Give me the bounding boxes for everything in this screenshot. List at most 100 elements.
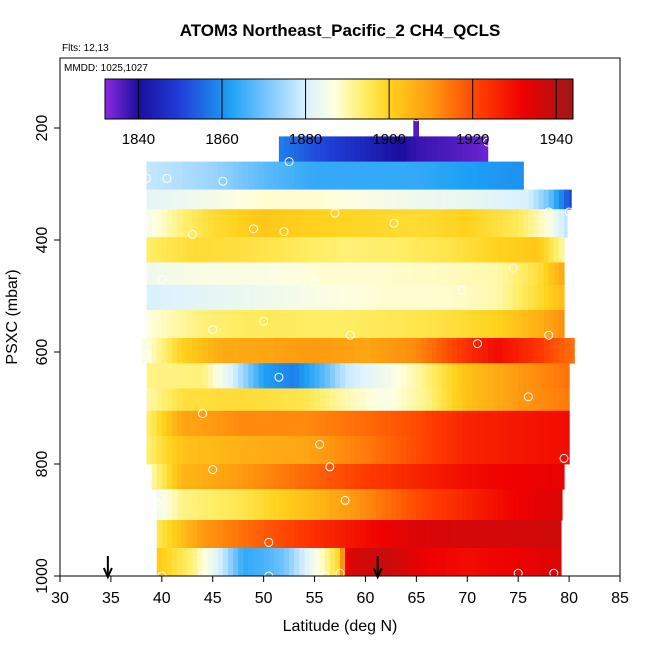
heatmap-cell [182, 310, 188, 339]
heatmap-cell [309, 136, 316, 162]
heatmap-cell [396, 262, 402, 286]
x-tick-label: 30 [51, 590, 69, 607]
heatmap-cell [370, 284, 377, 311]
heatmap-cell [513, 410, 519, 437]
heatmap-cell [294, 262, 300, 286]
heatmap-cell [558, 436, 565, 465]
heatmap-cell [248, 161, 255, 190]
heatmap-cell [350, 489, 356, 521]
heatmap-cell [217, 520, 224, 549]
heatmap-cell [441, 189, 448, 210]
heatmap-cell [477, 520, 484, 549]
heatmap-cell [421, 237, 428, 263]
heatmap-cell [446, 189, 453, 210]
heatmap-cell [431, 161, 438, 190]
heatmap-cell [487, 262, 494, 286]
heatmap-cell [329, 338, 336, 364]
heatmap-cell [156, 310, 163, 339]
heatmap-cell [278, 310, 285, 339]
heatmap-cell [446, 136, 453, 162]
heatmap-cell [396, 209, 402, 238]
heatmap-cell [263, 464, 270, 490]
heatmap-cell [146, 363, 153, 389]
heatmap-cell [319, 284, 326, 311]
heatmap-cell [228, 237, 234, 263]
heatmap-cell [258, 237, 265, 263]
heatmap-cell [553, 436, 560, 465]
heatmap-cell [365, 284, 372, 311]
heatmap-cell [554, 576, 560, 604]
heatmap-cell [324, 284, 331, 311]
heatmap-cell [212, 189, 219, 210]
x-tick-label: 75 [509, 590, 527, 607]
heatmap-cell [467, 209, 473, 238]
heatmap-cell [284, 548, 290, 576]
heatmap-cell [350, 237, 356, 263]
heatmap-cell [426, 189, 433, 210]
heatmap-cell [248, 284, 255, 311]
heatmap-cell [340, 576, 346, 604]
heatmap-cell [329, 284, 336, 311]
heatmap-cell [446, 161, 453, 190]
heatmap-cell [192, 209, 199, 238]
heatmap-layer [146, 161, 524, 190]
heatmap-cell [365, 136, 372, 162]
heatmap-cell [513, 209, 519, 238]
heatmap-cell [294, 237, 300, 263]
heatmap-cell [370, 189, 377, 210]
heatmap-cell [324, 161, 331, 190]
heatmap-cell [487, 520, 494, 549]
heatmap-cell [172, 489, 178, 521]
heatmap-cell [548, 489, 555, 521]
heatmap-cell [528, 209, 535, 238]
heatmap-cell [177, 363, 183, 389]
heatmap-cell [513, 161, 519, 190]
heatmap-cell [513, 520, 519, 549]
heatmap-cell [355, 436, 361, 465]
heatmap-cell [390, 237, 397, 263]
heatmap-cell [222, 489, 229, 521]
heatmap-cell [299, 161, 305, 190]
heatmap-cell [426, 338, 433, 364]
heatmap-cell [492, 464, 499, 490]
heatmap-cell [177, 520, 183, 549]
heatmap-cell [518, 209, 524, 238]
heatmap-cell [518, 548, 524, 576]
heatmap-cell [452, 262, 458, 286]
heatmap-cell [569, 189, 572, 210]
heatmap-cell [508, 237, 514, 263]
heatmap-cell [558, 548, 562, 576]
heatmap-cell [161, 548, 168, 576]
heatmap-cell [304, 489, 311, 521]
heatmap-cell [182, 436, 188, 465]
heatmap-cell [243, 464, 249, 490]
heatmap-cell [222, 388, 229, 412]
sample-point-circle [208, 325, 218, 335]
heatmap-cell [222, 338, 229, 364]
heatmap-cell [523, 189, 529, 210]
heatmap-cell [156, 410, 163, 437]
heatmap-cell [151, 410, 158, 437]
heatmap-cell [258, 464, 265, 490]
heatmap-cell [156, 161, 163, 190]
heatmap-cell [528, 410, 535, 437]
heatmap-cell [172, 520, 178, 549]
heatmap-cell [487, 338, 494, 364]
heatmap-cell [452, 338, 458, 364]
heatmap-cell [370, 410, 377, 437]
heatmap-cell [273, 436, 280, 465]
heatmap-cell [248, 436, 255, 465]
heatmap-cell [340, 363, 346, 389]
heatmap-cell [457, 136, 463, 162]
heatmap-cell [467, 237, 473, 263]
heatmap-cell [202, 284, 209, 311]
heatmap-cell [268, 209, 275, 238]
heatmap-cell [360, 436, 367, 465]
heatmap-cell [197, 363, 204, 389]
heatmap-cell [467, 262, 473, 286]
heatmap-cell [492, 284, 499, 311]
heatmap-cell [319, 136, 326, 162]
heatmap-cell [197, 464, 204, 490]
heatmap-cell [289, 464, 295, 490]
heatmap-layers [141, 108, 575, 604]
